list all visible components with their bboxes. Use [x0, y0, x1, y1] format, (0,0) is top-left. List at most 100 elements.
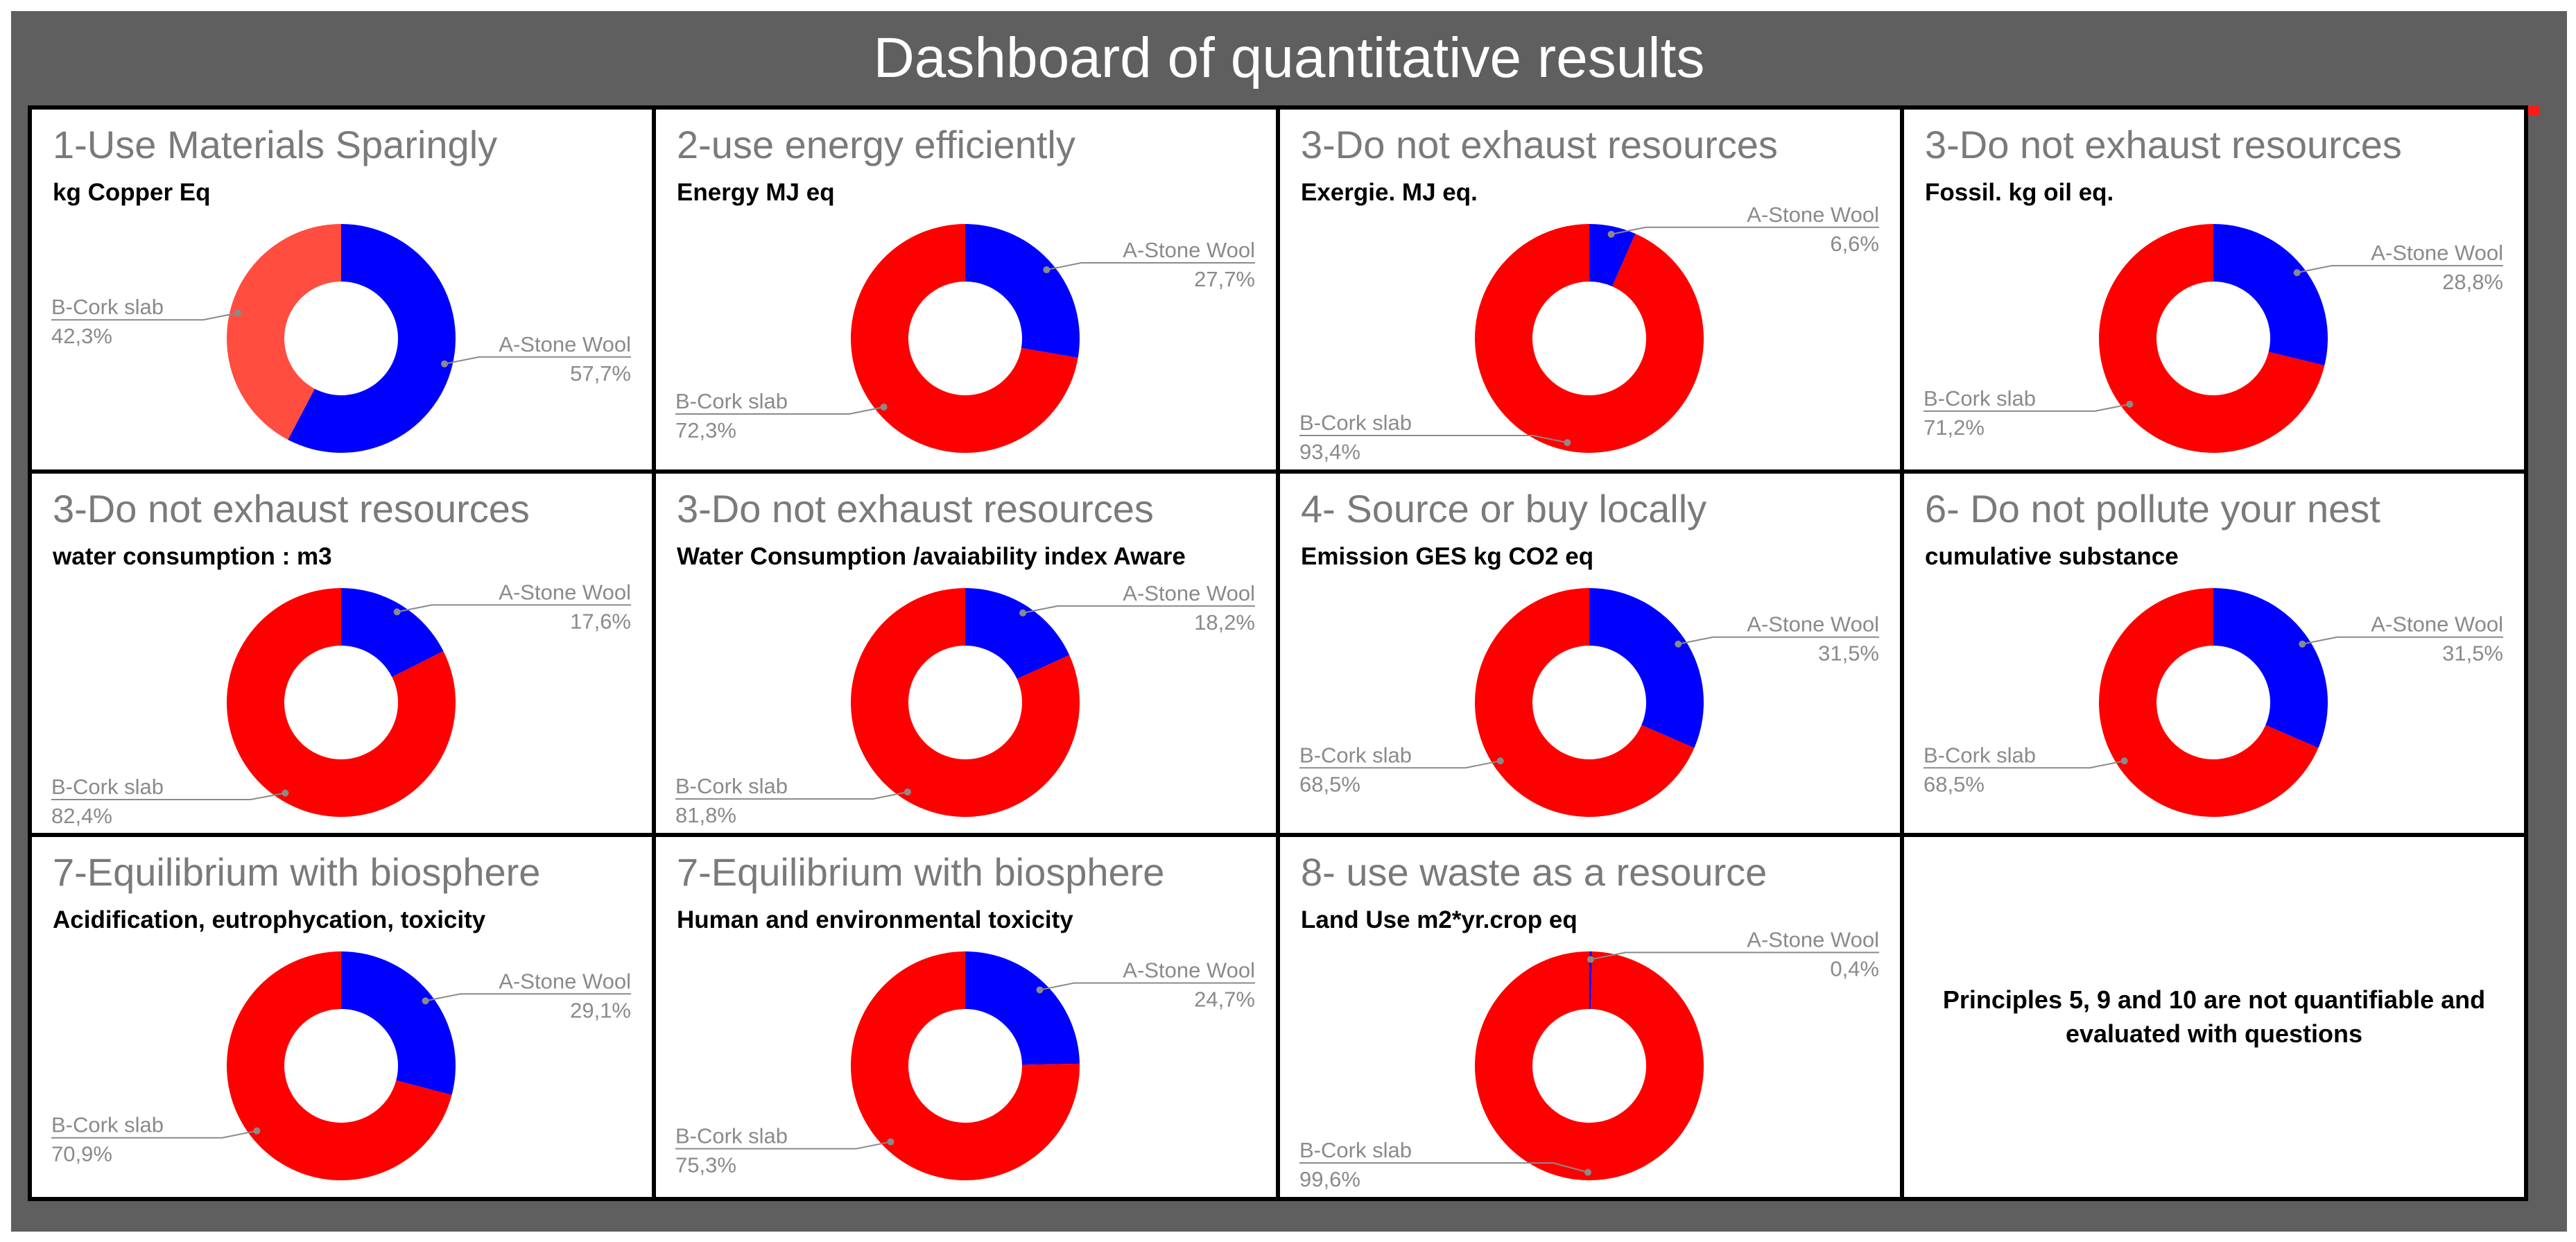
chart-subtitle: Land Use m2*yr.crop eq — [1301, 906, 1577, 934]
leader-line-cork-slab — [1924, 759, 2125, 768]
chart-title: 6- Do not pollute your nest — [1925, 486, 2380, 531]
donut-chart: A-Stone Wool 31,5% B-Cork slab 68,5% — [1299, 587, 1879, 817]
label-cork-slab: B-Cork slab — [675, 774, 788, 798]
value-cork-slab: 72,3% — [675, 418, 736, 442]
chart-title: 1-Use Materials Sparingly — [53, 123, 498, 166]
slice-cork-slab — [227, 224, 341, 440]
leader-line-cork-slab — [675, 406, 884, 415]
chart-subtitle: Acidification, eutrophycation, toxicity — [53, 906, 486, 934]
leader-line-cork-slab — [675, 791, 908, 800]
value-cork-slab: 75,3% — [675, 1153, 736, 1178]
label-cork-slab: B-Cork slab — [675, 1124, 788, 1148]
page-title: Dashboard of quantitative results — [873, 26, 1705, 89]
slice-cork-slab — [2099, 587, 2319, 817]
label-stone-wool: A-Stone Wool — [499, 332, 631, 356]
chart-subtitle: Water Consumption /avaiability index Awa… — [677, 542, 1186, 570]
chart-title: 2-use energy efficiently — [677, 123, 1075, 166]
leader-line-cork-slab — [51, 312, 239, 321]
leader-dot-stone-wool — [1019, 609, 1027, 616]
leader-dot-stone-wool — [441, 360, 449, 368]
chart-subtitle: water consumption : m3 — [53, 542, 332, 570]
label-stone-wool: A-Stone Wool — [1747, 612, 1879, 636]
slice-cork-slab — [1475, 587, 1695, 817]
slice-stone-wool — [1589, 587, 1704, 748]
slice-cork-slab — [2099, 224, 2325, 453]
leader-dot-cork-slab — [1496, 757, 1504, 764]
chart-subtitle: kg Copper Eq — [53, 179, 211, 206]
chart-panel: 2-use energy efficiently Energy MJ eq A-St… — [656, 110, 1276, 469]
chart-title: 3-Do not exhaust resources — [1301, 123, 1778, 166]
value-stone-wool: 27,7% — [1194, 267, 1255, 291]
label-cork-slab: B-Cork slab — [1299, 411, 1412, 435]
leader-dot-stone-wool — [1043, 266, 1051, 274]
leader-dot-cork-slab — [880, 403, 888, 411]
value-stone-wool: 18,2% — [1194, 610, 1255, 635]
value-stone-wool: 57,7% — [570, 361, 631, 386]
leader-dot-cork-slab — [887, 1138, 894, 1146]
value-stone-wool: 29,1% — [570, 999, 631, 1023]
label-cork-slab: B-Cork slab — [1924, 386, 2036, 411]
label-stone-wool: A-Stone Wool — [1747, 202, 1879, 227]
chart-title: 3-Do not exhaust resources — [677, 486, 1154, 531]
leader-line-stone-wool — [1022, 605, 1255, 614]
label-stone-wool: A-Stone Wool — [1123, 581, 1255, 605]
donut-chart: A-Stone Wool 29,1% B-Cork slab 70,9% — [51, 951, 631, 1181]
label-stone-wool: A-Stone Wool — [2371, 241, 2503, 265]
leader-line-stone-wool — [1611, 226, 1879, 235]
slice-cork-slab — [1475, 224, 1704, 453]
leader-dot-cork-slab — [1564, 439, 1571, 447]
slice-stone-wool — [965, 587, 1070, 679]
value-stone-wool: 6,6% — [1830, 232, 1879, 256]
leader-line-stone-wool — [1039, 982, 1255, 991]
leader-dot-cork-slab — [282, 789, 289, 797]
leader-dot-stone-wool — [1587, 956, 1594, 963]
value-stone-wool: 17,6% — [570, 609, 631, 633]
chart-panel: 3-Do not exhaust resources Fossil. kg oil… — [1904, 110, 2524, 469]
chart-title: 3-Do not exhaust resources — [53, 486, 530, 531]
leader-line-cork-slab — [1299, 435, 1568, 444]
label-stone-wool: A-Stone Wool — [2371, 612, 2503, 636]
value-stone-wool: 24,7% — [1194, 987, 1255, 1012]
note-panel: Principles 5, 9 and 10 are not quantifia… — [1904, 837, 2524, 1197]
label-stone-wool: A-Stone Wool — [1747, 928, 1879, 952]
value-cork-slab: 81,8% — [675, 803, 736, 827]
value-stone-wool: 0,4% — [1830, 957, 1879, 981]
chart-panel: 6- Do not pollute your nest cumulative su… — [1904, 473, 2524, 834]
slice-cork-slab — [851, 224, 1078, 453]
slice-stone-wool — [965, 224, 1080, 358]
leader-dot-stone-wool — [1607, 230, 1615, 238]
leader-dot-stone-wool — [422, 997, 429, 1005]
chart-subtitle: Energy MJ eq — [677, 179, 835, 206]
chart-title: 7-Equilibrium with biosphere — [53, 850, 541, 895]
slice-stone-wool — [1589, 951, 1593, 1010]
chart-subtitle: Exergie. MJ eq. — [1301, 179, 1478, 206]
leader-line-cork-slab — [51, 1130, 257, 1139]
chart-panel: 1-Use Materials Sparingly kg Copper Eq A-S… — [32, 110, 652, 469]
value-cork-slab: 93,4% — [1299, 440, 1360, 464]
slice-stone-wool — [341, 587, 444, 677]
chart-subtitle: cumulative substance — [1925, 542, 2179, 570]
leader-dot-stone-wool — [1036, 986, 1044, 994]
chart-title: 8- use waste as a resource — [1301, 850, 1767, 895]
chart-title: 4- Source or buy locally — [1301, 486, 1707, 531]
donut-chart: A-Stone Wool 6,6% B-Cork slab 93,4% — [1299, 202, 1879, 464]
label-cork-slab: B-Cork slab — [1924, 743, 2036, 767]
label-cork-slab: B-Cork slab — [1299, 743, 1412, 767]
leader-line-stone-wool — [1678, 636, 1879, 645]
slice-cork-slab — [851, 951, 1080, 1181]
label-cork-slab: B-Cork slab — [675, 389, 788, 413]
donut-chart: A-Stone Wool 18,2% B-Cork slab 81,8% — [675, 581, 1255, 827]
label-stone-wool: A-Stone Wool — [499, 969, 631, 994]
slice-cork-slab — [1474, 951, 1704, 1181]
label-stone-wool: A-Stone Wool — [1123, 958, 1255, 983]
slice-cork-slab — [851, 587, 1080, 817]
leader-dot-cork-slab — [234, 309, 241, 317]
value-cork-slab: 82,4% — [51, 804, 112, 828]
label-cork-slab: B-Cork slab — [51, 295, 164, 319]
leader-line-cork-slab — [1924, 403, 2130, 412]
value-cork-slab: 99,6% — [1299, 1167, 1360, 1191]
leader-dot-cork-slab — [1584, 1168, 1592, 1176]
value-cork-slab: 42,3% — [51, 324, 112, 348]
chart-grid: 1-Use Materials Sparingly kg Copper Eq A-S… — [28, 105, 2528, 1201]
slice-stone-wool — [965, 951, 1080, 1065]
